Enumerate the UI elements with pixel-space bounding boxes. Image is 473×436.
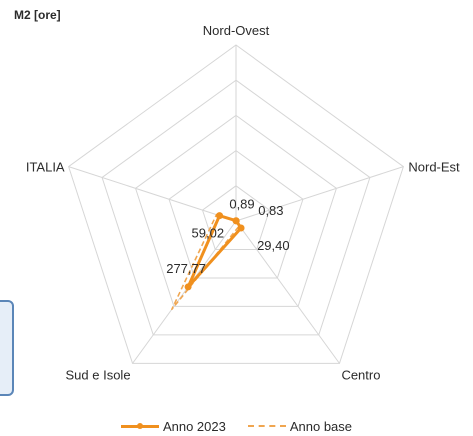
legend-swatch-solid — [120, 421, 159, 431]
chart-unit-label: M2 [ore] — [14, 8, 61, 22]
side-tab[interactable] — [0, 300, 14, 396]
grid-ring — [134, 114, 338, 307]
radar-grid — [68, 44, 404, 364]
grid-spoke — [235, 166, 404, 222]
legend-label-anno-2023: Anno 2023 — [162, 418, 226, 434]
axis-label: Sud e Isole — [66, 367, 131, 382]
radar-spokes — [68, 45, 404, 364]
data-label: 0,89 — [229, 197, 254, 212]
grid-spoke — [235, 220, 340, 364]
legend-swatch-dashed — [247, 421, 286, 431]
data-label: 0,83 — [258, 203, 283, 218]
legend-item-anno-2023[interactable]: Anno 2023 — [120, 418, 226, 434]
grid-ring — [68, 44, 404, 364]
grid-ring — [168, 149, 304, 279]
axis-label: ITALIA — [26, 160, 65, 175]
legend-label-anno-base: Anno base — [289, 418, 353, 434]
data-point — [232, 217, 240, 225]
axis-label: Nord-Ovest — [203, 23, 270, 38]
data-point — [216, 212, 224, 220]
data-label: 29,40 — [257, 238, 290, 253]
data-label: 59,02 — [192, 226, 225, 241]
legend-item-anno-base[interactable]: Anno base — [247, 418, 353, 434]
data-label: 277,77 — [166, 261, 206, 276]
grid-ring — [201, 185, 271, 250]
grid-spoke — [68, 166, 237, 222]
chart-legend: Anno 2023 Anno base — [0, 416, 473, 436]
data-point — [237, 224, 245, 232]
grid-ring — [101, 79, 371, 336]
axis-labels: Nord-Ovest Nord-Est Centro Sud e Isole ITALI… — [26, 23, 460, 382]
series-anno-2023 — [184, 212, 245, 291]
grid-spoke — [132, 220, 237, 364]
axis-label: Centro — [341, 367, 380, 382]
data-labels: 0,89 0,83 29,40 277,77 59,02 — [166, 197, 289, 276]
axis-label: Nord-Est — [408, 160, 460, 175]
data-point — [184, 283, 192, 291]
